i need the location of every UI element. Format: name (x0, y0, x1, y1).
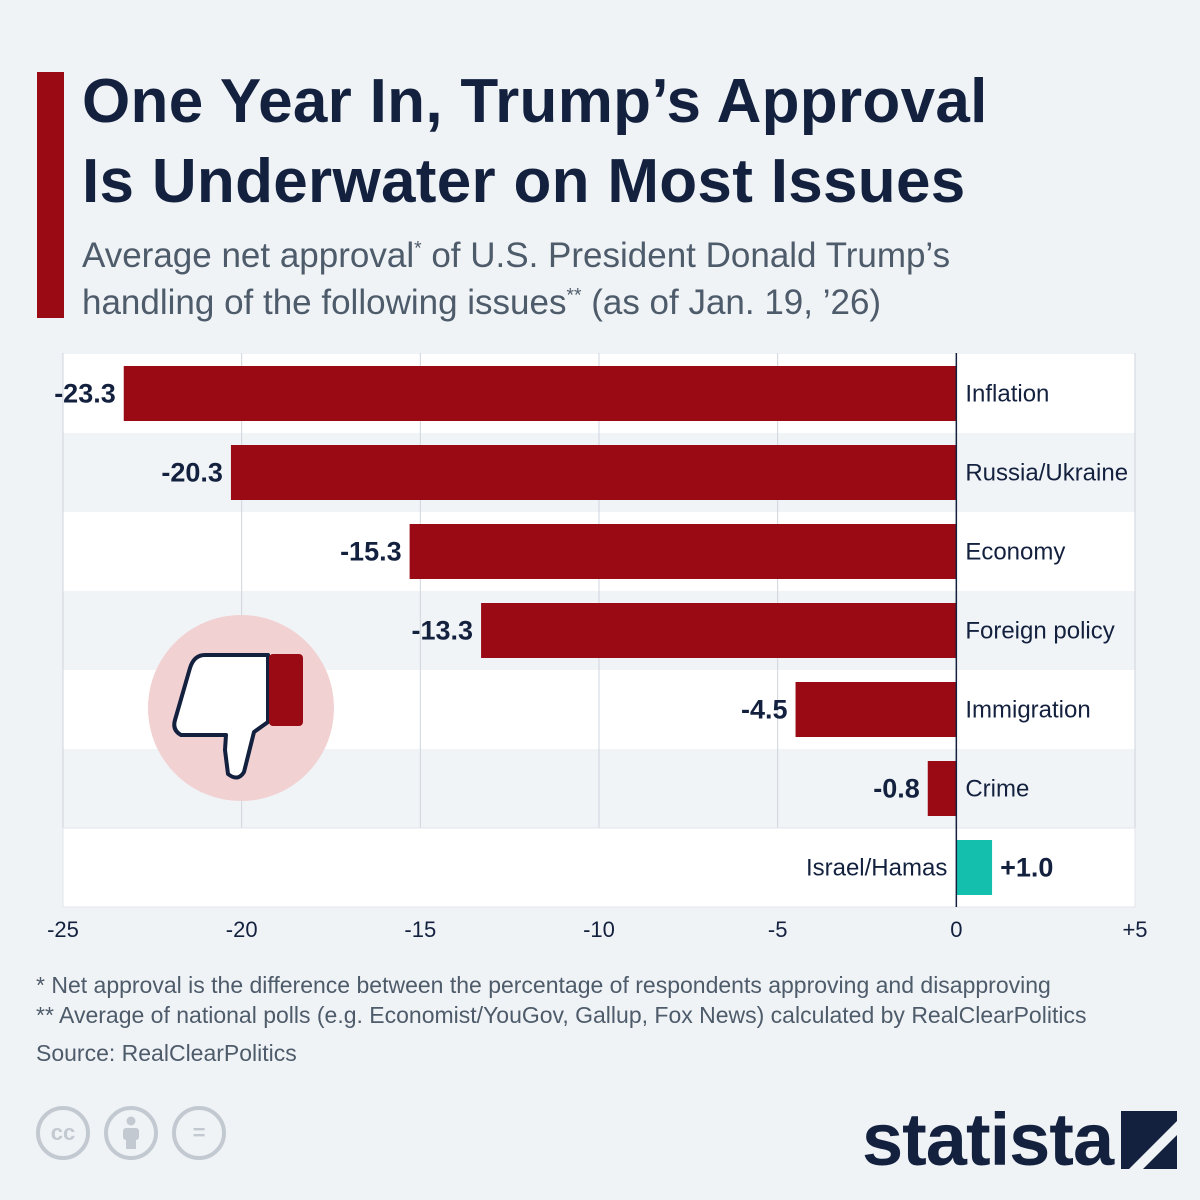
license-icons: cc = (36, 1106, 226, 1166)
data-label: -13.3 (412, 616, 474, 646)
brand-mark-icon (1121, 1111, 1178, 1169)
thumbs-down-icon (148, 615, 334, 801)
subtitle-line-2: handling of the following issues** (as o… (82, 283, 882, 322)
tick-label: -5 (768, 917, 788, 942)
data-label: +1.0 (1000, 853, 1053, 883)
accent-bar (37, 72, 64, 318)
tick-label: -25 (47, 917, 79, 942)
no-derivatives-icon[interactable]: = (172, 1106, 226, 1160)
cc-icon[interactable]: cc (36, 1106, 90, 1160)
tick-label: 0 (950, 917, 962, 942)
category-label: Foreign policy (965, 618, 1114, 645)
bar (230, 445, 957, 500)
category-label: Israel/Hamas (806, 855, 947, 882)
bar-chart: -23.3 Inflation -20.3 Russia/Ukraine -15.3 Ec… (0, 340, 1200, 950)
category-label: Russia/Ukraine (965, 460, 1128, 487)
category-label: Crime (965, 776, 1029, 803)
bar (123, 366, 957, 421)
subtitle-line-1: Average net approval* of U.S. President … (82, 236, 951, 275)
tick-label: -15 (404, 917, 436, 942)
category-label: Inflation (965, 381, 1049, 408)
attribution-icon[interactable] (104, 1106, 158, 1160)
bar (795, 682, 957, 737)
footnotes: * Net approval is the difference between… (36, 970, 1186, 1068)
data-label: -20.3 (161, 458, 223, 488)
bar (956, 840, 993, 895)
chart-canvas: -23.3 Inflation -20.3 Russia/Ukraine -15.3 Ec… (47, 353, 1148, 942)
tick-label: -20 (226, 917, 258, 942)
brand-wordmark: statista (862, 1098, 1114, 1181)
subtitle: Average net approval* of U.S. President … (82, 232, 1172, 326)
footnote-2: ** Average of national polls (e.g. Econo… (36, 1002, 1087, 1028)
page-title: One Year In, Trump’s Approval Is Underwa… (82, 62, 1172, 222)
bar (927, 761, 957, 816)
data-label: -15.3 (340, 537, 402, 567)
statista-logo[interactable]: statista (862, 1098, 1178, 1181)
bar (409, 524, 957, 579)
tick-label: -10 (583, 917, 615, 942)
data-label: -0.8 (873, 774, 920, 804)
footnote-1: * Net approval is the difference between… (36, 972, 1051, 998)
category-label: Economy (965, 539, 1065, 566)
person-glyph (123, 1116, 139, 1149)
bar (481, 603, 957, 658)
data-label: -23.3 (54, 379, 116, 409)
title-line-2: Is Underwater on Most Issues (82, 147, 966, 216)
category-label: Immigration (965, 697, 1090, 724)
data-label: -4.5 (741, 695, 788, 725)
title-line-1: One Year In, Trump’s Approval (82, 67, 988, 136)
source-note: Source: RealClearPolitics (36, 1040, 297, 1066)
tick-label: +5 (1122, 917, 1147, 942)
